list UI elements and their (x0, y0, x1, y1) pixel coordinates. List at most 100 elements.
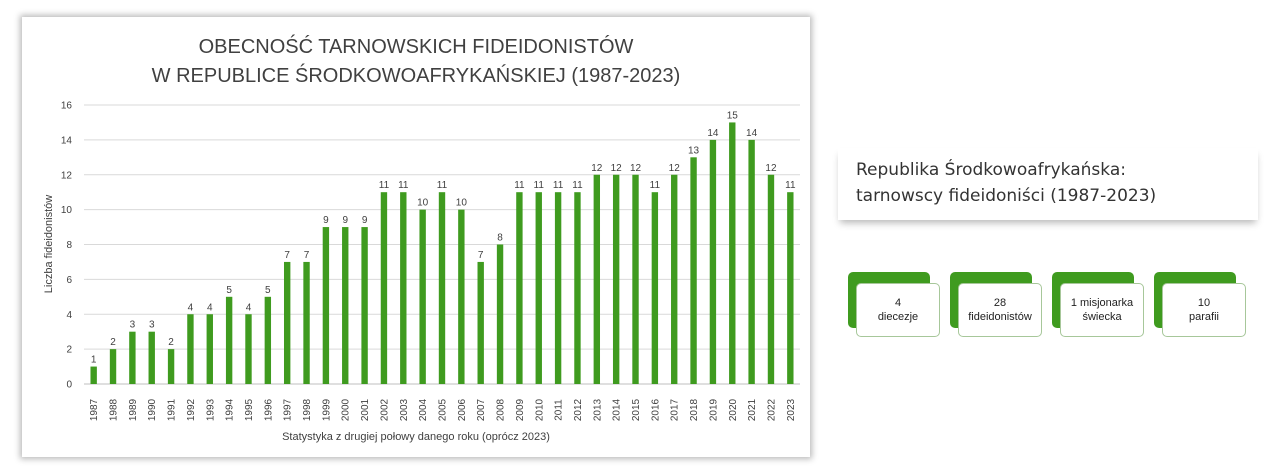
bar (361, 227, 368, 384)
stat-label: fideidonistów (968, 311, 1032, 323)
data-label: 4 (246, 302, 252, 313)
y-tick-label: 2 (66, 345, 72, 356)
x-tick-label: 1989 (128, 398, 139, 421)
stat-value: 10 (1197, 297, 1211, 309)
y-tick-label: 14 (61, 135, 73, 146)
data-label: 12 (611, 163, 623, 174)
x-tick-label: 1987 (89, 398, 100, 421)
x-tick-label: 2010 (534, 398, 545, 421)
info-title-line-1: Republika Środkowoafrykańska: (856, 160, 1126, 180)
x-tick-label: 1992 (186, 398, 197, 421)
x-tick-label: 1990 (147, 398, 158, 421)
bar (380, 192, 388, 384)
bar (554, 192, 562, 384)
data-label: 11 (379, 180, 390, 191)
stat-label: parafii (1189, 311, 1219, 323)
bar (419, 209, 426, 384)
data-label: 15 (727, 110, 739, 121)
data-label: 11 (437, 180, 448, 191)
x-tick-label: 2002 (379, 398, 390, 421)
stat-label: diecezje (877, 311, 919, 323)
bar (593, 174, 601, 384)
x-tick-label: 2007 (476, 398, 487, 421)
x-tick-label: 2005 (438, 398, 449, 421)
data-label: 11 (572, 180, 583, 191)
info-title-line-2: tarnowscy fideidoniści (1987-2023) (856, 186, 1157, 206)
info-card: Republika Środkowoafrykańska: tarnowscy … (838, 148, 1258, 220)
bar (574, 192, 581, 384)
data-label: 10 (417, 198, 429, 209)
x-axis-title: Statystyka z drugiej połowy danego roku … (282, 431, 550, 443)
x-tick-label: 2008 (496, 398, 507, 421)
bar (516, 192, 523, 384)
x-tick-label: 2017 (670, 398, 681, 421)
x-tick-label: 2006 (457, 398, 468, 421)
y-tick-label: 6 (66, 275, 72, 286)
x-tick-label: 2012 (573, 398, 584, 421)
stat-lay-missionary: 1 misjonarka świecka (1052, 272, 1144, 338)
bar (651, 192, 659, 384)
y-tick-label: 8 (66, 240, 72, 251)
data-label: 2 (110, 337, 116, 348)
data-label: 12 (630, 163, 642, 174)
bar (167, 349, 175, 384)
x-tick-label: 1997 (283, 398, 294, 421)
data-label: 11 (650, 180, 661, 191)
bar (283, 261, 291, 384)
data-label: 11 (553, 180, 564, 191)
x-tick-label: 1995 (244, 398, 255, 421)
data-label: 8 (497, 233, 503, 244)
data-label: 11 (398, 180, 409, 191)
bar (400, 192, 407, 384)
x-tick-label: 1998 (302, 398, 313, 421)
data-label: 13 (688, 145, 700, 156)
y-tick-label: 4 (66, 310, 72, 321)
x-tick-label: 1988 (109, 398, 120, 421)
data-label: 9 (342, 215, 348, 226)
data-label: 5 (226, 285, 232, 296)
x-tick-label: 2018 (689, 398, 700, 421)
x-tick-label: 2000 (341, 398, 352, 421)
y-tick-label: 16 (61, 101, 73, 112)
data-label: 5 (265, 285, 271, 296)
bar (187, 314, 194, 384)
stat-value: 4 (894, 297, 902, 309)
bar (90, 366, 97, 384)
bar (225, 296, 233, 384)
chart-title-line-1: OBECNOŚĆ TARNOWSKICH FIDEIDONISTÓW (199, 34, 634, 58)
stat-value: 1 misjonarka (1070, 297, 1134, 309)
stat-dioceses: 4 diecezje (848, 272, 940, 338)
data-label: 7 (478, 250, 484, 261)
bar (477, 261, 484, 384)
data-label: 14 (746, 128, 758, 139)
x-tick-label: 2022 (766, 398, 777, 421)
chart-panel: OBECNOŚĆ TARNOWSKICH FIDEIDONISTÓW W REP… (22, 17, 810, 457)
bar (322, 227, 330, 384)
y-tick-label: 12 (61, 170, 73, 181)
x-tick-label: 2009 (515, 398, 526, 421)
x-tick-label: 2013 (592, 398, 603, 421)
x-tick-label: 2015 (631, 398, 642, 421)
bar (245, 314, 252, 384)
bar (303, 261, 310, 384)
data-label: 3 (130, 320, 136, 331)
bar-chart: OBECNOŚĆ TARNOWSKICH FIDEIDONISTÓW W REP… (43, 34, 800, 443)
data-label: 2 (168, 337, 174, 348)
x-tick-label: 2003 (399, 398, 410, 421)
data-label: 1 (91, 355, 97, 366)
stat-value: 28 (993, 297, 1007, 309)
data-label: 7 (284, 250, 290, 261)
y-tick-label: 10 (61, 205, 73, 216)
x-tick-label: 2016 (650, 398, 661, 421)
x-tick-label: 1996 (263, 398, 274, 421)
stat-box: 10 parafii (1162, 283, 1246, 337)
x-tick-label: 1999 (321, 398, 332, 421)
x-tick-label: 2014 (612, 398, 623, 421)
bar (206, 314, 213, 384)
data-label: 4 (207, 302, 213, 313)
x-tick-label: 2011 (554, 399, 565, 421)
data-label: 11 (514, 180, 525, 191)
chart-title-line-2: W REPUBLICE ŚRODKOWOAFRYKAŃSKIEJ (1987-2… (152, 63, 681, 87)
x-tick-label: 2001 (360, 398, 371, 421)
x-tick-label: 1994 (225, 398, 236, 421)
